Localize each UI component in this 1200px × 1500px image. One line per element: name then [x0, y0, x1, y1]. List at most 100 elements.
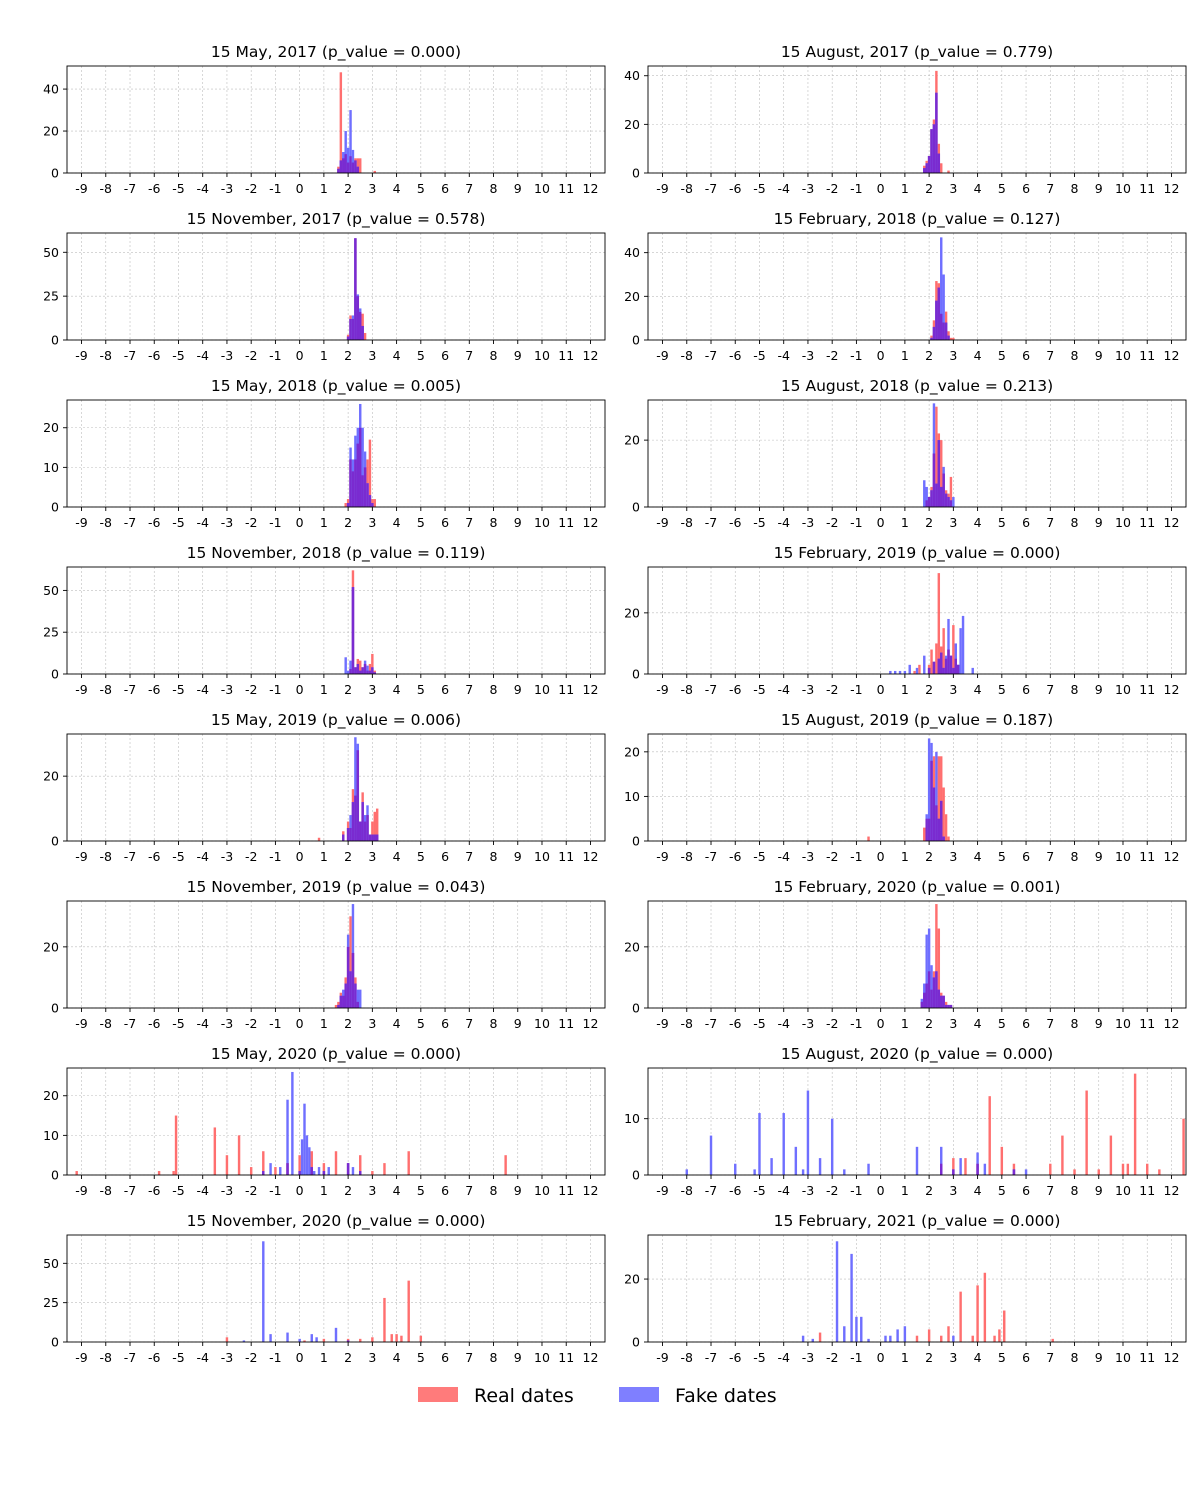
x-tick-label: 11: [1139, 682, 1155, 697]
x-tick-label: 7: [465, 348, 473, 363]
bar-real-dates: [349, 916, 352, 1008]
x-tick-label: -4: [777, 682, 790, 697]
bar-overlap: [930, 760, 933, 841]
x-tick-label: 5: [417, 181, 425, 196]
x-tick-label: -5: [753, 515, 765, 530]
x-tick-label: -3: [802, 348, 814, 363]
axes-frame: [647, 1234, 1187, 1343]
x-tick-label: -3: [802, 682, 814, 697]
bar-fake-dates: [925, 934, 928, 1008]
bar-real-dates: [1158, 1169, 1161, 1175]
bar-fake-dates: [867, 1163, 870, 1175]
x-tick-label: -2: [245, 1016, 257, 1031]
bar-real-dates: [359, 660, 362, 674]
bar-real-dates: [368, 663, 372, 674]
bars: [344, 403, 376, 507]
bar-real-dates: [944, 814, 948, 841]
x-tick-label: -6: [729, 682, 742, 697]
bar-overlap: [935, 92, 938, 173]
x-tick-label: 10: [1115, 682, 1131, 697]
x-tick-label: -6: [148, 1350, 161, 1365]
bar-fake-dates: [794, 1146, 798, 1175]
bar-overlap: [361, 475, 364, 507]
bar-overlap: [947, 335, 950, 340]
x-tick-label: -6: [148, 1183, 161, 1198]
bar-overlap: [937, 818, 941, 841]
bar-overlap: [947, 496, 950, 507]
x-tick-label: 4: [393, 1016, 401, 1031]
bar-fake-dates: [959, 1158, 962, 1175]
bar-real-dates: [368, 439, 372, 507]
y-tick-label: 0: [51, 333, 59, 348]
x-tick-label: 9: [1095, 348, 1103, 363]
axes-frame: [647, 566, 1187, 675]
x-tick-label: 8: [1071, 1183, 1079, 1198]
bar-overlap: [371, 667, 374, 674]
x-tick-label: -6: [729, 1183, 742, 1198]
grid: [648, 1068, 1186, 1176]
legend-label-real: Real dates: [474, 1385, 574, 1407]
bar-real-dates: [1049, 1163, 1052, 1175]
x-tick-label: 10: [534, 181, 550, 196]
y-tick-label: 20: [624, 1272, 640, 1287]
bar-overlap: [935, 805, 938, 841]
bar-real-dates: [935, 904, 938, 1008]
x-tick-label: -2: [245, 515, 257, 530]
x-tick-label: 4: [974, 348, 982, 363]
bar-overlap: [942, 322, 945, 340]
x-tick-label: 0: [296, 181, 304, 196]
x-tick-label: 7: [465, 181, 473, 196]
x-tick-label: 9: [1095, 1350, 1103, 1365]
subplot-title: 15 August, 2017 (p_value = 0.779): [781, 43, 1053, 62]
x-tick-label: 10: [1115, 1016, 1131, 1031]
bar-overlap: [349, 971, 352, 1008]
bar-real-dates: [363, 332, 367, 340]
bar-real-dates: [952, 337, 955, 340]
bar-fake-dates: [317, 1167, 321, 1175]
bar-fake-dates: [351, 1167, 355, 1175]
x-tick-label: 2: [344, 181, 352, 196]
bar-overlap: [1012, 1169, 1016, 1175]
bar-fake-dates: [850, 1253, 853, 1342]
x-tick-label: 7: [1046, 1016, 1054, 1031]
bar-overlap: [927, 818, 931, 841]
x-tick-label: -1: [850, 348, 862, 363]
bar-fake-dates: [801, 1335, 805, 1342]
x-tick-label: -1: [850, 1350, 862, 1365]
subplot-14: 15 August, 2020 (p_value = 0.000)-9 -8 -7-…: [624, 1045, 1187, 1198]
x-tick-label: 3: [949, 682, 957, 697]
bar-overlap: [363, 663, 367, 674]
x-tick-label: 12: [1164, 181, 1180, 196]
bar-overlap: [940, 1163, 943, 1175]
bar-fake-dates: [351, 149, 355, 173]
bar-fake-dates: [867, 1338, 870, 1342]
y-tick-label: 50: [43, 1256, 59, 1271]
bar-overlap: [366, 670, 369, 674]
bar-fake-dates: [884, 1335, 887, 1342]
x-tick-label: 0: [296, 849, 304, 864]
bar-overlap: [935, 483, 938, 507]
bar-fake-dates: [915, 667, 919, 674]
bars: [75, 1071, 507, 1175]
bars: [930, 237, 955, 340]
bar-fake-dates: [709, 1135, 713, 1175]
x-tick-label: 8: [490, 682, 498, 697]
bar-real-dates: [359, 158, 362, 173]
x-tick-label: -5: [172, 1350, 184, 1365]
axes-frame: [66, 1067, 606, 1176]
bar-fake-dates: [286, 1332, 289, 1342]
x-tick-label: -7: [124, 682, 136, 697]
y-tick-label: 10: [624, 1111, 640, 1126]
x-tick-label: -9: [656, 1350, 669, 1365]
bar-real-dates: [383, 1297, 386, 1342]
bar-overlap: [942, 995, 945, 1008]
axes-frame: [66, 733, 606, 842]
bar-fake-dates: [269, 1163, 272, 1175]
grid: [648, 734, 1186, 842]
bar-real-dates: [373, 170, 376, 173]
x-tick-label: -9: [75, 348, 88, 363]
x-tick-label: 3: [949, 1183, 957, 1198]
y-tick-label: 0: [632, 500, 640, 515]
x-tick-label: 1: [320, 1350, 328, 1365]
bar-overlap: [342, 995, 345, 1008]
